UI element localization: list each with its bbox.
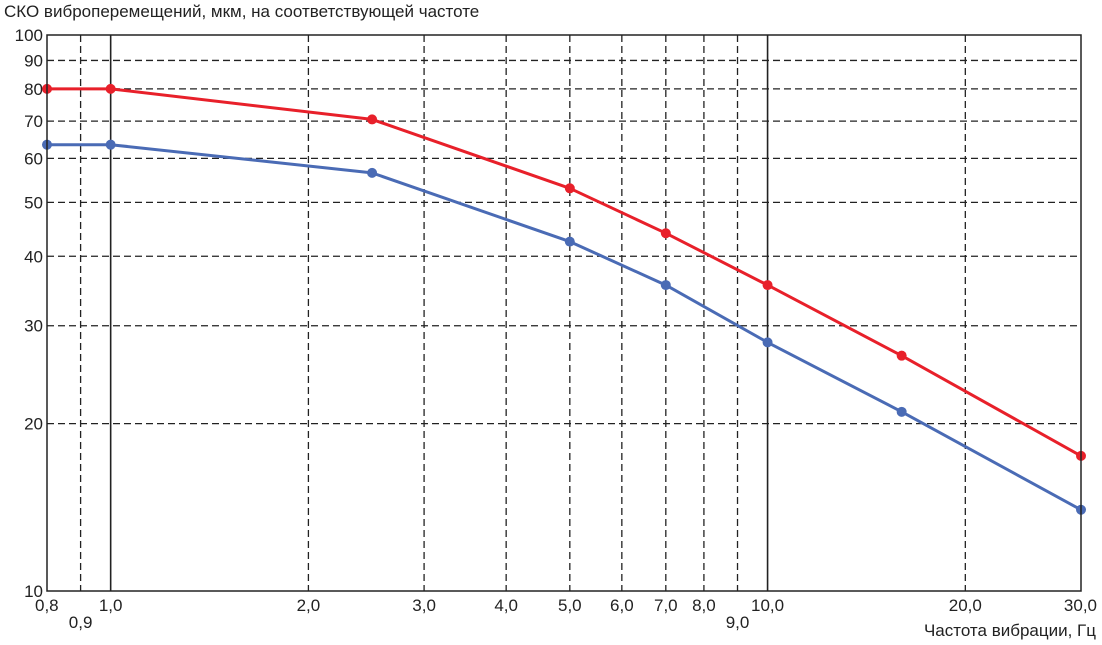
x-tick-label: 4,0 <box>494 596 518 615</box>
x-tick-label: 0,8 <box>35 596 59 615</box>
x-tick-label: 3,0 <box>412 596 436 615</box>
x-tick-label: 30,0 <box>1064 596 1097 615</box>
series-1-point <box>896 350 907 361</box>
x-tick-label: 20,0 <box>949 596 982 615</box>
y-tick-label: 40 <box>24 247 43 266</box>
x-tick-label: 9,0 <box>726 613 750 632</box>
series-2-point <box>367 167 378 178</box>
series-1-point <box>367 114 378 125</box>
y-tick-label: 90 <box>24 51 43 70</box>
series-1-point <box>660 228 671 239</box>
x-tick-label: 0,9 <box>69 613 93 632</box>
y-tick-label: 20 <box>24 415 43 434</box>
series-1-point <box>564 183 575 194</box>
x-tick-label: 8,0 <box>692 596 716 615</box>
y-tick-label: 80 <box>24 80 43 99</box>
series-2-point <box>564 236 575 247</box>
series-2-point <box>660 280 671 291</box>
series-1-point <box>105 83 116 94</box>
y-tick-label: 60 <box>24 149 43 168</box>
x-tick-label: 6,0 <box>610 596 634 615</box>
series-2-point <box>896 406 907 417</box>
x-tick-label: 2,0 <box>297 596 321 615</box>
x-axis-label: Частота вибрации, Гц <box>923 621 1096 640</box>
y-tick-label: 100 <box>15 26 43 45</box>
y-tick-label: 30 <box>24 317 43 336</box>
series-2-point <box>762 337 773 348</box>
y-tick-label: 10 <box>24 582 43 601</box>
x-tick-label: 1,0 <box>99 596 123 615</box>
x-tick-label: 10,0 <box>751 596 784 615</box>
x-tick-label: 5,0 <box>558 596 582 615</box>
series-line-2 <box>47 143 1082 512</box>
series-2-point <box>105 139 116 150</box>
series-1-point <box>762 280 773 291</box>
y-tick-label: 70 <box>24 112 43 131</box>
chart-title: СКО виброперемещений, мкм, на соответств… <box>4 2 480 21</box>
x-tick-label: 7,0 <box>654 596 678 615</box>
plot-frame <box>46 34 1082 592</box>
y-tick-label: 50 <box>24 193 43 212</box>
series-line-1 <box>47 87 1082 458</box>
